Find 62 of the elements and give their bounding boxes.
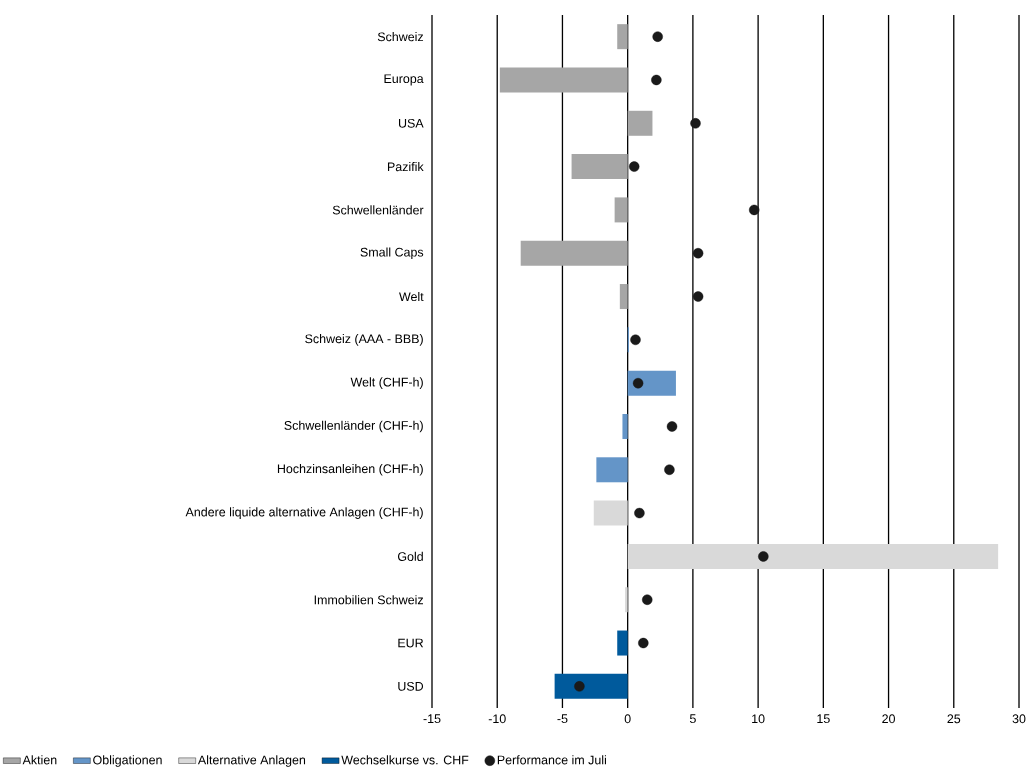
bar xyxy=(614,197,628,223)
y-tick-label: Schwellenländer xyxy=(332,205,424,215)
legend-label: Alternative Anlagen xyxy=(197,755,306,767)
bar xyxy=(622,413,628,439)
x-tick-label: 30 xyxy=(1012,714,1026,724)
bar xyxy=(619,284,628,310)
y-tick-label: Pazifik xyxy=(387,162,424,172)
bar xyxy=(571,154,628,180)
y-tick-label: Gold xyxy=(397,551,423,561)
x-tick-label: -10 xyxy=(488,714,506,724)
point xyxy=(630,334,641,346)
bar xyxy=(593,500,628,526)
legend-label: Wechselkurse vs. CHF xyxy=(341,755,469,765)
x-tick-label: -15 xyxy=(423,714,441,724)
bar xyxy=(617,630,628,656)
legend-label: Obligationen xyxy=(93,755,162,767)
x-tick-label: 5 xyxy=(689,714,696,724)
point xyxy=(651,74,662,86)
point xyxy=(652,31,663,42)
bar xyxy=(499,67,628,93)
point xyxy=(692,248,704,259)
y-tick-label: Schwellenländer (CHF-h) xyxy=(284,420,423,433)
y-tick-label: USD xyxy=(398,681,424,691)
bar xyxy=(627,110,653,136)
y-tick-label: Schweiz (AAA - BBB) xyxy=(305,334,423,346)
y-tick-label: Welt xyxy=(399,291,424,302)
point xyxy=(638,637,649,649)
y-tick-label: Andere liquide alternative Anlagen (CHF-h) xyxy=(185,507,423,519)
y-tick-label: Europa xyxy=(384,74,424,86)
legend-label: Performance im Juli xyxy=(497,755,606,765)
x-tick-label: 0 xyxy=(624,714,631,724)
y-tick-label: USA xyxy=(399,118,424,128)
y-tick-label: Schweiz xyxy=(377,32,424,42)
point xyxy=(642,594,653,605)
legend-label: Aktien xyxy=(22,755,57,765)
bar xyxy=(627,543,999,569)
x-tick-label: -5 xyxy=(557,714,568,724)
y-tick-label: Welt (CHF-h) xyxy=(350,377,423,389)
bar xyxy=(520,240,628,266)
y-tick-label: EUR xyxy=(398,638,424,648)
point xyxy=(666,421,678,432)
bar xyxy=(617,24,628,50)
point xyxy=(749,204,760,216)
bar xyxy=(596,457,628,483)
x-tick-label: 25 xyxy=(947,714,961,724)
x-tick-label: 10 xyxy=(752,714,765,724)
x-tick-label: 20 xyxy=(882,714,895,724)
bar xyxy=(625,587,628,613)
point xyxy=(634,507,645,519)
y-tick-label: Hochzinsanleihen (CHF-h) xyxy=(277,463,423,476)
point xyxy=(628,161,640,172)
point xyxy=(758,551,769,562)
point xyxy=(632,377,644,389)
bar xyxy=(554,673,628,699)
y-tick-label: Immobilien Schweiz xyxy=(314,595,423,605)
point xyxy=(574,681,585,692)
point xyxy=(692,291,704,302)
point xyxy=(690,118,701,129)
bar xyxy=(627,370,676,396)
x-tick-label: 15 xyxy=(817,714,830,724)
y-tick-label: Small Caps xyxy=(360,247,424,260)
point xyxy=(664,464,675,475)
